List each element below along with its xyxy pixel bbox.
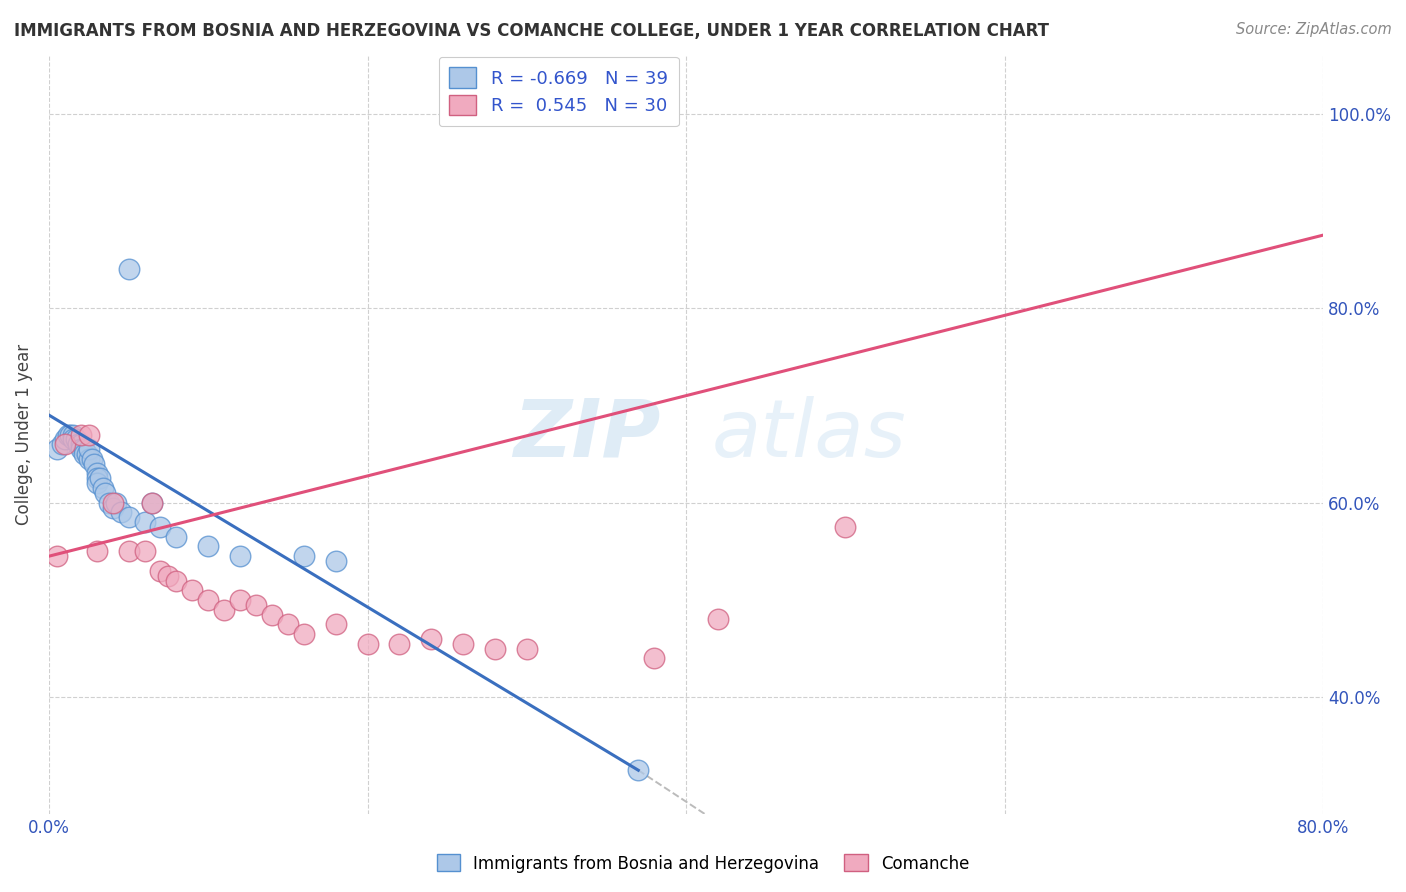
Text: ZIP: ZIP bbox=[513, 395, 661, 474]
Point bbox=[80, 451, 103, 466]
Point bbox=[89, 471, 111, 485]
Point bbox=[86, 476, 108, 491]
Point bbox=[56, 427, 79, 442]
Point bbox=[141, 496, 163, 510]
Point bbox=[66, 437, 89, 451]
Point bbox=[117, 544, 139, 558]
Point bbox=[420, 632, 443, 646]
Point bbox=[229, 549, 252, 564]
Point bbox=[707, 612, 730, 626]
Point bbox=[325, 554, 347, 568]
Point bbox=[181, 583, 204, 598]
Point bbox=[134, 544, 156, 558]
Point bbox=[197, 593, 219, 607]
Point bbox=[59, 427, 82, 442]
Point bbox=[77, 442, 100, 457]
Point bbox=[643, 651, 665, 665]
Point bbox=[104, 496, 127, 510]
Point bbox=[73, 447, 96, 461]
Point bbox=[65, 433, 87, 447]
Point bbox=[101, 496, 124, 510]
Point bbox=[134, 515, 156, 529]
Point bbox=[77, 451, 100, 466]
Point bbox=[73, 442, 96, 457]
Point bbox=[98, 496, 121, 510]
Legend: R = -0.669   N = 39, R =  0.545   N = 30: R = -0.669 N = 39, R = 0.545 N = 30 bbox=[439, 56, 679, 127]
Point bbox=[101, 500, 124, 515]
Point bbox=[53, 437, 76, 451]
Point bbox=[69, 437, 91, 451]
Text: IMMIGRANTS FROM BOSNIA AND HERZEGOVINA VS COMANCHE COLLEGE, UNDER 1 YEAR CORRELA: IMMIGRANTS FROM BOSNIA AND HERZEGOVINA V… bbox=[14, 22, 1049, 40]
Point bbox=[292, 627, 315, 641]
Point bbox=[484, 641, 506, 656]
Point bbox=[165, 574, 187, 588]
Legend: Immigrants from Bosnia and Herzegovina, Comanche: Immigrants from Bosnia and Herzegovina, … bbox=[430, 847, 976, 880]
Text: atlas: atlas bbox=[711, 395, 907, 474]
Point bbox=[93, 486, 115, 500]
Point bbox=[325, 617, 347, 632]
Point bbox=[69, 442, 91, 457]
Point bbox=[834, 520, 856, 534]
Point bbox=[627, 763, 650, 777]
Point bbox=[51, 437, 73, 451]
Point bbox=[69, 427, 91, 442]
Point bbox=[62, 433, 84, 447]
Point bbox=[277, 617, 299, 632]
Point bbox=[197, 540, 219, 554]
Text: Source: ZipAtlas.com: Source: ZipAtlas.com bbox=[1236, 22, 1392, 37]
Point bbox=[45, 549, 67, 564]
Point bbox=[245, 598, 267, 612]
Point bbox=[86, 467, 108, 481]
Point bbox=[45, 442, 67, 457]
Point bbox=[53, 433, 76, 447]
Point bbox=[516, 641, 538, 656]
Point bbox=[117, 510, 139, 524]
Point bbox=[77, 427, 100, 442]
Point bbox=[86, 544, 108, 558]
Point bbox=[356, 637, 378, 651]
Point bbox=[76, 447, 98, 461]
Point bbox=[292, 549, 315, 564]
Point bbox=[212, 603, 235, 617]
Point bbox=[149, 520, 172, 534]
Point bbox=[149, 564, 172, 578]
Point bbox=[388, 637, 411, 651]
Point bbox=[110, 505, 132, 519]
Point bbox=[117, 262, 139, 277]
Point bbox=[62, 427, 84, 442]
Point bbox=[260, 607, 283, 622]
Y-axis label: College, Under 1 year: College, Under 1 year bbox=[15, 344, 32, 525]
Point bbox=[141, 496, 163, 510]
Point bbox=[91, 481, 114, 495]
Point bbox=[451, 637, 474, 651]
Point bbox=[165, 530, 187, 544]
Point bbox=[157, 568, 180, 582]
Point bbox=[83, 457, 105, 471]
Point bbox=[229, 593, 252, 607]
Point bbox=[86, 471, 108, 485]
